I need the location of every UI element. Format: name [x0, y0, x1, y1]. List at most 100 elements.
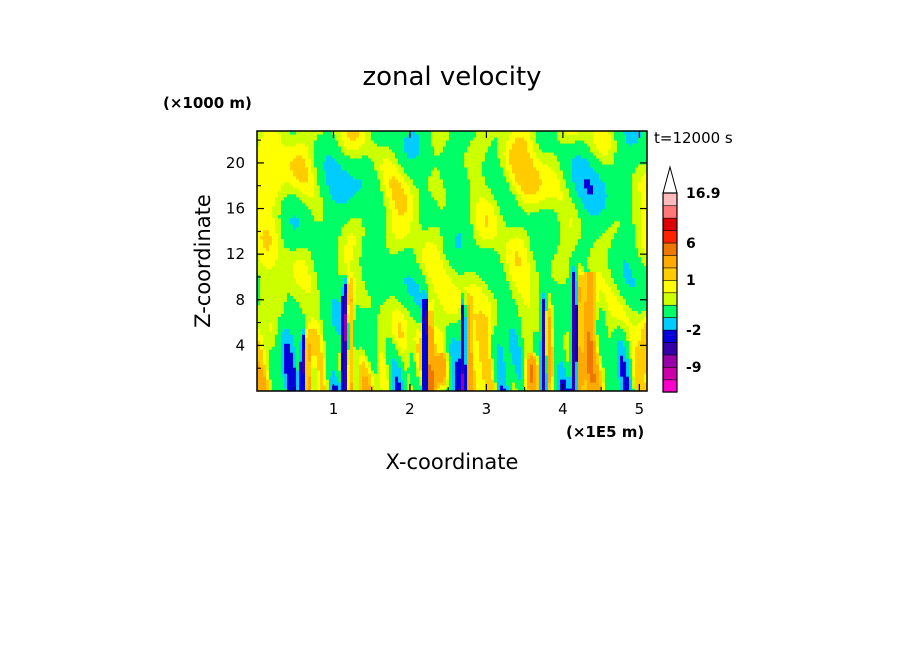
field-cell: [575, 181, 585, 186]
field-cell: [341, 131, 348, 135]
field-cell: [518, 310, 540, 314]
field-cell: [344, 277, 348, 282]
field-cell: [539, 346, 543, 350]
field-cell: [275, 196, 285, 201]
field-cell: [533, 367, 537, 371]
field-cell: [572, 382, 576, 386]
field-cell: [542, 160, 561, 165]
field-cell: [560, 232, 582, 237]
field-cell: [524, 190, 537, 195]
field-cell: [509, 283, 516, 287]
field-cell: [587, 295, 594, 299]
field-cell: [383, 301, 402, 305]
field-cell: [620, 289, 647, 293]
y-tick-label: 16: [226, 200, 245, 218]
field-cell: [440, 298, 462, 302]
field-cell: [461, 325, 465, 329]
field-cell: [506, 271, 510, 276]
field-cell: [428, 358, 447, 362]
field-cell: [284, 382, 288, 386]
field-cell: [446, 337, 453, 341]
field-cell: [524, 382, 528, 386]
field-cell: [641, 220, 647, 225]
field-cell: [434, 241, 444, 246]
field-cell: [632, 184, 639, 189]
field-cell: [551, 388, 555, 391]
field-cell: [560, 166, 573, 171]
field-cell: [389, 367, 393, 371]
field-cell: [524, 301, 531, 305]
field-cell: [257, 283, 261, 287]
field-cell: [281, 364, 285, 368]
field-cell: [614, 235, 636, 240]
field-cell: [389, 199, 396, 204]
field-cell: [347, 286, 354, 290]
field-cell: [425, 241, 435, 246]
field-cell: [332, 385, 339, 389]
field-cell: [416, 154, 465, 159]
field-cell: [467, 382, 474, 386]
field-cell: [437, 349, 444, 353]
field-cell: [554, 256, 570, 261]
field-cell: [596, 283, 609, 287]
field-cell: [551, 334, 555, 338]
field-cell: [536, 131, 558, 135]
field-cell: [446, 370, 450, 374]
field-cell: [593, 166, 636, 171]
field-cell: [428, 298, 432, 302]
field-cell: [290, 131, 297, 135]
field-cell: [467, 331, 471, 335]
field-cell: [533, 139, 537, 144]
field-cell: [266, 376, 270, 380]
field-cell: [464, 385, 468, 389]
field-cell: [353, 313, 357, 317]
field-cell: [593, 190, 606, 195]
field-cell: [572, 355, 576, 359]
field-cell: [644, 172, 647, 177]
field-cell: [482, 376, 492, 380]
field-cell: [413, 202, 420, 207]
field-cell: [542, 361, 546, 365]
field-cell: [641, 208, 647, 213]
field-cell: [401, 346, 408, 350]
field-cell: [323, 131, 333, 135]
field-cell: [386, 193, 393, 198]
field-cell: [344, 358, 348, 362]
field-cell: [257, 268, 294, 273]
field-cell: [551, 268, 570, 273]
field-cell: [545, 355, 549, 359]
field-cell: [542, 148, 591, 153]
field-cell: [284, 385, 288, 389]
field-cell: [545, 349, 549, 353]
field-cell: [377, 364, 381, 368]
field-cell: [386, 190, 393, 195]
field-cell: [428, 184, 444, 189]
field-cell: [587, 256, 609, 261]
field-cell: [527, 253, 534, 258]
field-cell: [401, 163, 465, 168]
field-cell: [347, 346, 351, 350]
field-cell: [536, 268, 552, 273]
field-cell: [362, 346, 378, 350]
field-cell: [257, 190, 279, 195]
field-cell: [287, 298, 297, 302]
field-cell: [545, 346, 549, 350]
field-cell: [482, 286, 489, 290]
field-cell: [398, 157, 465, 162]
field-cell: [446, 388, 453, 391]
field-cell: [539, 304, 543, 308]
field-cell: [593, 349, 597, 353]
field-cell: [527, 364, 531, 368]
field-cell: [419, 202, 438, 207]
field-cell: [275, 262, 294, 267]
field-cell: [428, 310, 435, 314]
field-cell: [425, 319, 429, 323]
colorbar-swatch: [662, 192, 678, 207]
field-cell: [629, 265, 647, 270]
field-cell: [497, 313, 519, 317]
field-cell: [257, 307, 285, 311]
field-cell: [641, 235, 647, 240]
field-cell: [407, 181, 414, 186]
field-cell: [467, 313, 471, 317]
field-cell: [455, 268, 504, 273]
